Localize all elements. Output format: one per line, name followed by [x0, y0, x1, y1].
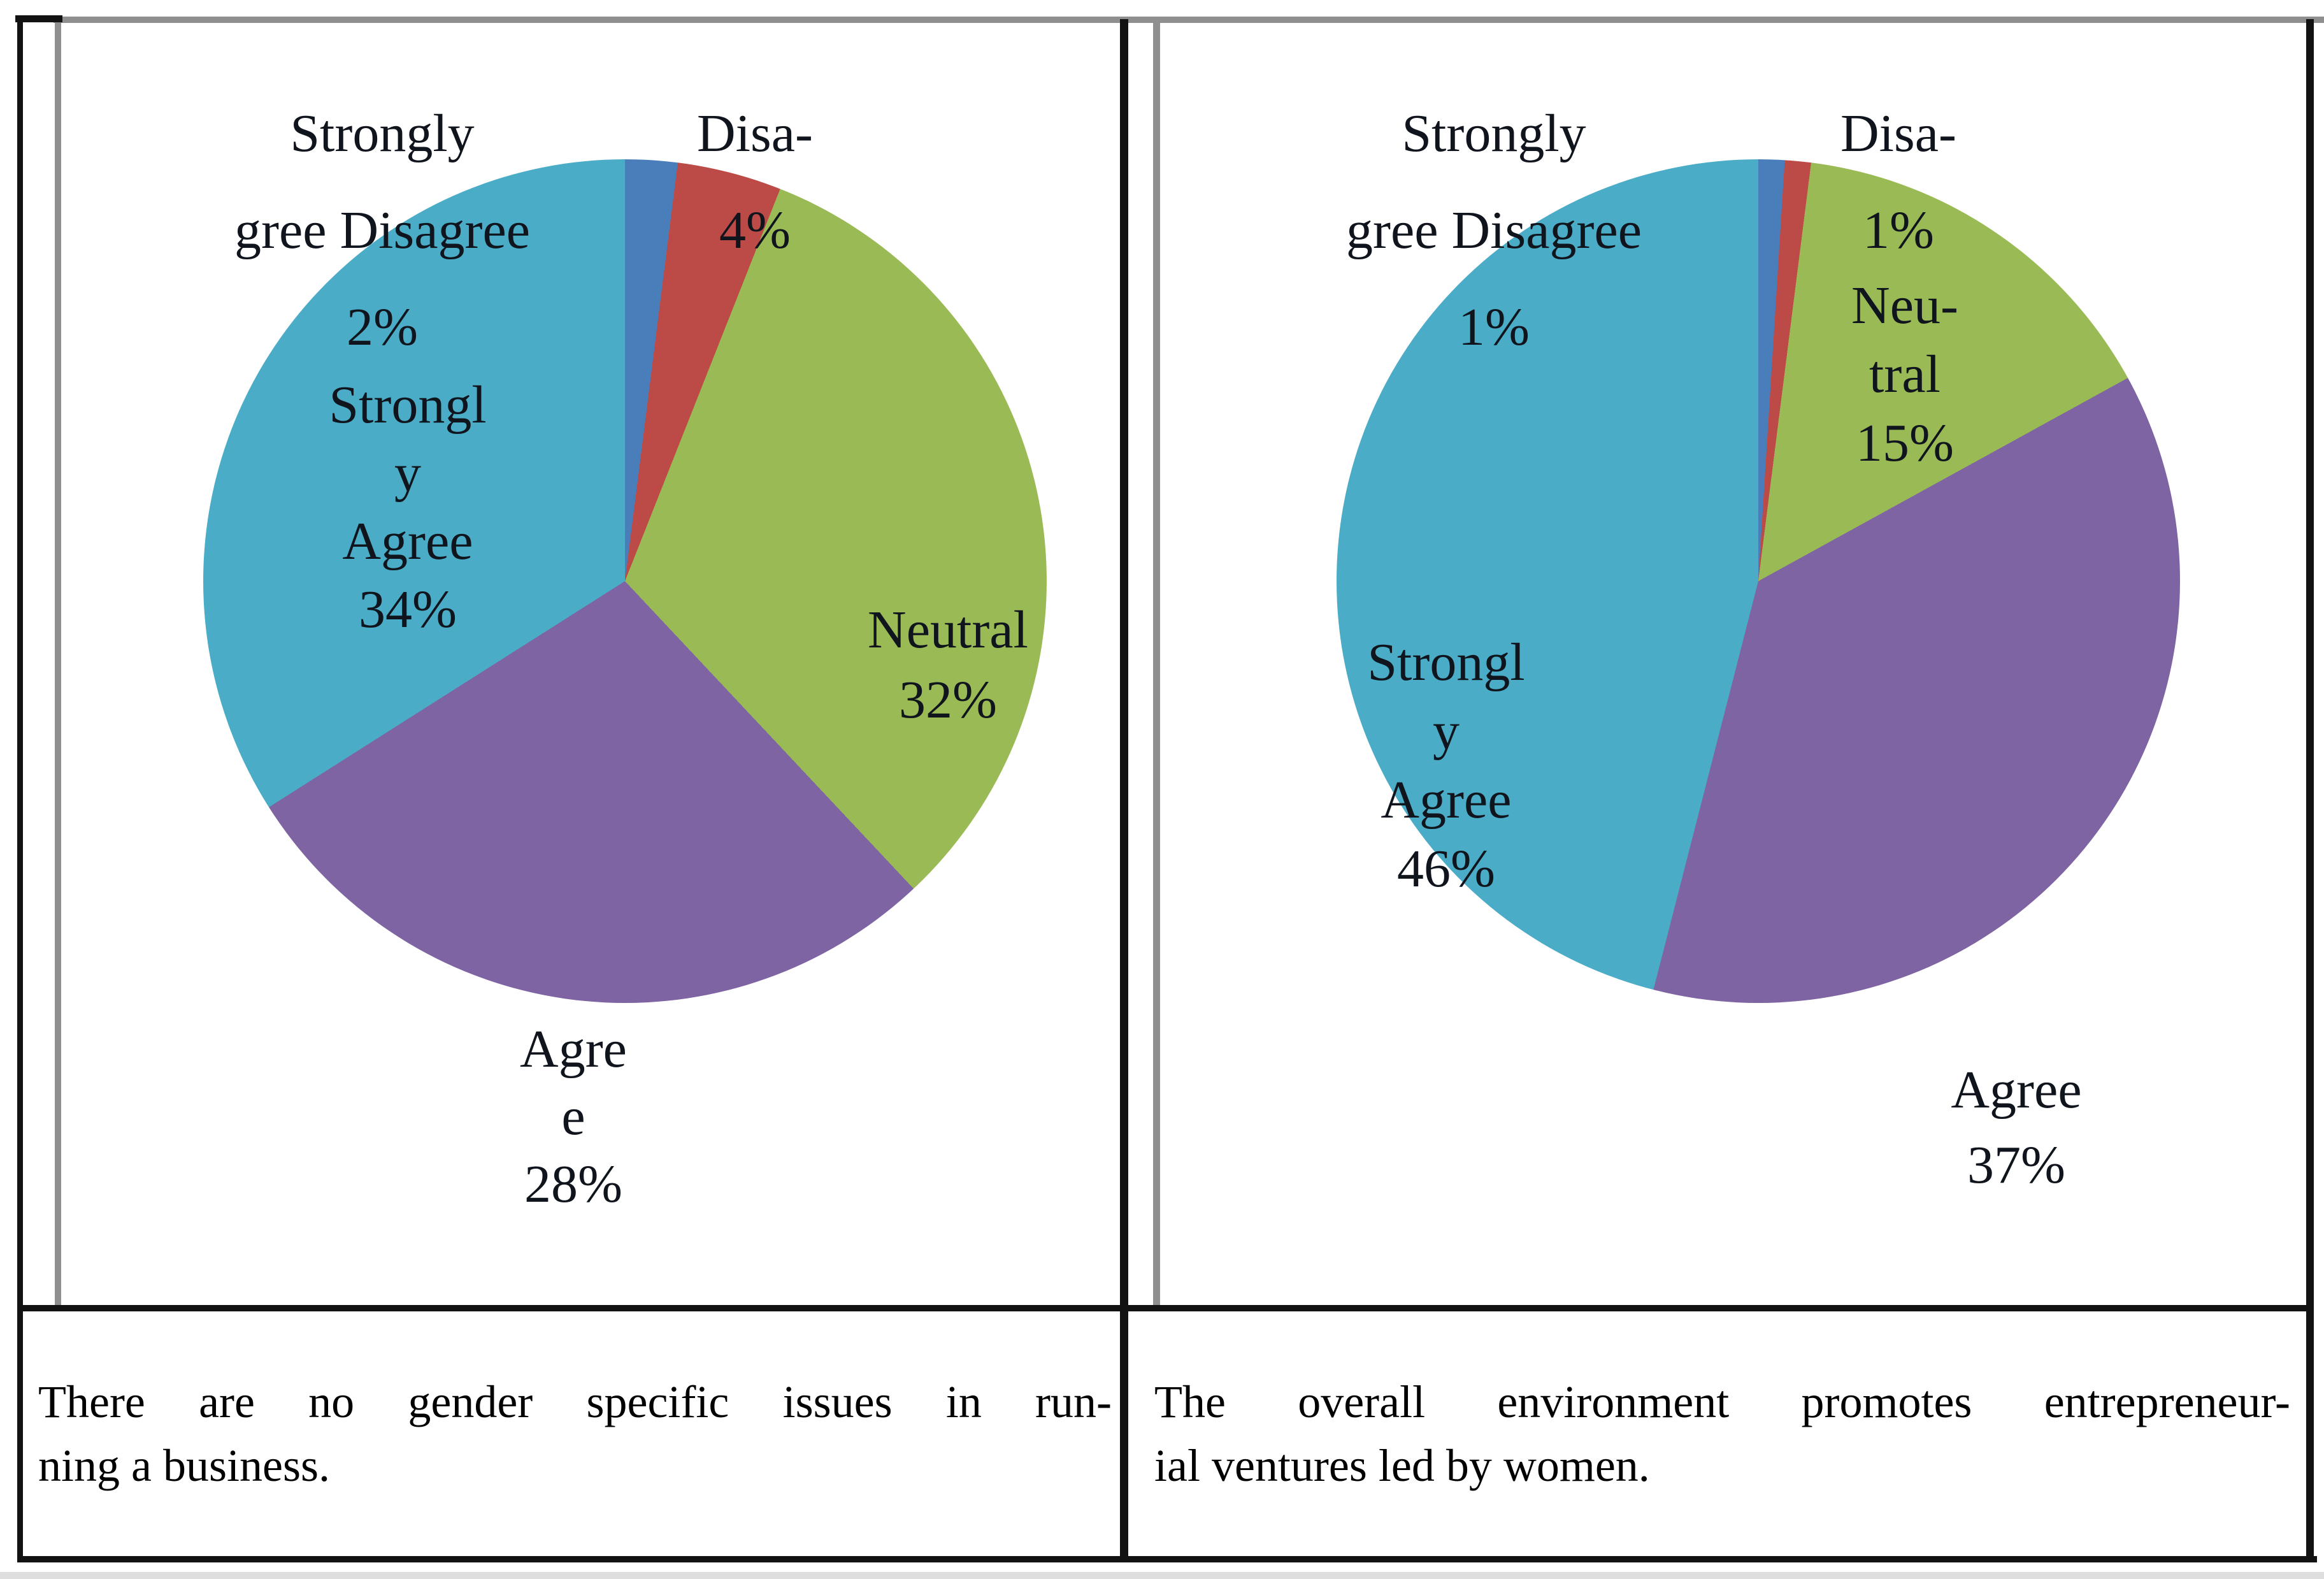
table-row-divider	[17, 1305, 2314, 1311]
page-edge-strip	[0, 1572, 2324, 1579]
caption-line: The overall environment promotes entrepr…	[1154, 1376, 2290, 1427]
caption-left-question: There are no gender specific issues in r…	[38, 1370, 1112, 1497]
pie-label-disagree: Disa- 4%	[697, 104, 813, 260]
table-left-border	[17, 15, 23, 1562]
pie-label-neutral: Neutral 32%	[868, 600, 1028, 730]
chart-image-middle-edge-gray	[1153, 19, 1160, 1308]
table-top-border-segment	[15, 15, 62, 22]
pie-chart-left	[203, 159, 1047, 1003]
caption-line: There are no gender specific issues in r…	[38, 1376, 1112, 1427]
chart-image-left-edge-gray	[55, 19, 61, 1308]
pie-label-agree: Agre e 28%	[520, 1020, 627, 1214]
chart-image-top-edge-gray	[54, 17, 2324, 23]
caption-line: ial ventures led by women.	[1154, 1440, 1650, 1491]
pie-label-agree: Agree 37%	[1951, 1060, 2082, 1195]
pie-label-strongly-agree: Strongl y Agree 34%	[329, 375, 487, 639]
pie-label-strongly-agree: Strongl y Agree 46%	[1367, 633, 1525, 898]
pie-label-disagree: Disa- 1%	[1840, 104, 1956, 260]
table-middle-divider	[1120, 19, 1128, 1562]
table-bottom-border	[17, 1556, 2317, 1562]
caption-right-question: The overall environment promotes entrepr…	[1154, 1370, 2290, 1497]
caption-line: ning a business.	[38, 1440, 330, 1491]
pie-label-strongly-disagree: Strongly gree Disagree 1%	[1345, 104, 1642, 357]
pie-label-strongly-disagree: Strongly gree Disagree 2%	[234, 104, 531, 357]
table-right-border	[2306, 19, 2314, 1562]
pie-label-neutral: Neu- tral 15%	[1851, 276, 1958, 473]
pie-chart-right	[1337, 159, 2180, 1003]
